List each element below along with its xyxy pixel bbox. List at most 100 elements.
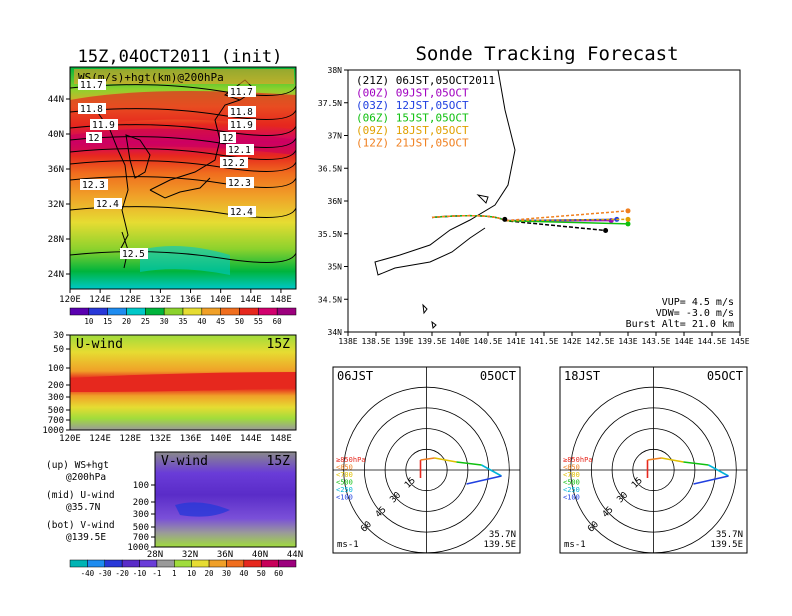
- contour-label: 12.3: [228, 178, 251, 189]
- hodo-trace-segment: [683, 461, 709, 466]
- hodo-unit: ms-1: [564, 540, 586, 550]
- vwind-x-tick-label: 36N: [217, 550, 233, 560]
- uwind-y-tick-label: 700: [48, 416, 64, 426]
- contour-label: 12.3: [82, 180, 105, 191]
- track-endpoint: [625, 208, 631, 214]
- track-legend-entry: (09Z) 18JST,05OCT: [356, 124, 469, 137]
- vwind-core: [175, 502, 230, 517]
- height-contour: [69, 160, 297, 172]
- colorbar-swatch: [139, 559, 158, 568]
- vwind-y-tick-label: 300: [133, 510, 149, 520]
- contour-label: 12.4: [230, 207, 253, 218]
- colorbar-label: 60: [274, 569, 284, 578]
- contour-label-bg: [228, 106, 256, 117]
- map-x-tick-label: 136E: [180, 295, 202, 305]
- left-title: 15Z,04OCT2011 (init): [78, 47, 283, 67]
- track-param: VDW= -3.0 m/s: [656, 308, 734, 319]
- contour-label: 12.5: [122, 249, 145, 260]
- contour-labels: 11.711.711.8 11.811.9 11.912 1212.112.212.3…: [78, 79, 256, 260]
- vwind-time: 15Z: [267, 454, 291, 469]
- contour-label: 12: [88, 133, 99, 144]
- map-y-tick-label: 32N: [48, 200, 64, 210]
- contour-label: 12.4: [96, 199, 119, 210]
- hodo-level-label: <250: [336, 486, 353, 494]
- height-contour: [69, 148, 297, 160]
- colorbar-label: 30: [222, 569, 232, 578]
- colorbar-swatch: [191, 559, 210, 568]
- coastline-island-b: [431, 320, 437, 330]
- coastline-korea: [125, 134, 151, 179]
- contour-label-bg: [80, 179, 108, 190]
- colorbar-swatch: [104, 559, 123, 568]
- colorbar-label: -40: [81, 569, 95, 578]
- track-start: [502, 216, 508, 222]
- colorbar-label: 55: [254, 317, 263, 326]
- uwind-y-tick-label: 30: [53, 331, 64, 341]
- hodo-level-label: <500: [336, 479, 353, 487]
- colorbar-label: 10: [84, 317, 94, 326]
- colorbar-label: 25: [141, 317, 150, 326]
- map-x-ticks: 120E 124E 128E 132E 136E 140E 144E 148E: [59, 289, 292, 305]
- vwind-y-tick-label: 100: [133, 481, 149, 491]
- hodo-trace-segment: [661, 457, 684, 463]
- low-speed-patch: [140, 246, 230, 275]
- colorbar-swatch: [126, 307, 146, 316]
- track-legend-entry: (21Z) 06JST,05OCT2011: [356, 74, 495, 87]
- track-y-tick-label: 35N: [328, 263, 343, 272]
- panel-note-sub: @200hPa: [66, 472, 106, 483]
- colorbar-label: 20: [122, 317, 132, 326]
- track-y-tick-label: 34.5N: [318, 295, 342, 304]
- hodo-level-label: <500: [563, 479, 580, 487]
- track-legend-entry: (03Z) 12JST,05OCT: [356, 99, 469, 112]
- height-contour: [69, 176, 297, 188]
- map-frame: [69, 66, 297, 290]
- colorbar-label: 35: [178, 317, 187, 326]
- contour-label-bg: [94, 198, 122, 209]
- panel-note-line: (up) WS+hgt: [46, 460, 109, 471]
- track-lines: [431, 208, 631, 233]
- track-x-tick-label: 144.5E: [698, 337, 727, 346]
- colorbar-label: 60: [273, 317, 283, 326]
- hodo-pos-lat: 35.7N: [716, 530, 743, 540]
- height-contour: [69, 108, 297, 120]
- hodo-level-label: ≥850hPa: [563, 456, 593, 464]
- contour-label-bg: [78, 103, 106, 114]
- main-title: Sonde Tracking Forecast: [415, 43, 678, 65]
- hodo-trace-segment: [647, 457, 662, 461]
- track-legend-entry: (12Z) 21JST,05OCT: [356, 137, 469, 150]
- track-x-tick-label: 138.5E: [362, 337, 391, 346]
- height-contour: [69, 251, 297, 263]
- map-x-tick-label: 144E: [240, 295, 262, 305]
- vwind-y-tick-label: 200: [133, 498, 149, 508]
- hodo-level-label: <100: [336, 494, 353, 502]
- contour-label-bg: [90, 119, 118, 130]
- track-y-tick-label: 35.5N: [318, 230, 342, 239]
- coastline-mainland: [95, 109, 129, 251]
- track-x-tick-label: 142.5E: [586, 337, 615, 346]
- hodo-level-label: <100: [563, 494, 580, 502]
- map-y-tick-label: 40N: [48, 130, 64, 140]
- contour-label: 12.1: [228, 145, 251, 156]
- track-y-tick-label: 36N: [328, 197, 343, 206]
- map-x-tick-label: 132E: [150, 295, 172, 305]
- uwind-y-tick-label: 200: [48, 381, 64, 391]
- map-y-tick-label: 44N: [48, 95, 64, 105]
- track-frame: [347, 69, 741, 333]
- map-label-bg: [74, 69, 294, 84]
- contour-label: 11.7: [230, 87, 253, 98]
- map-x-tick-label: 124E: [89, 295, 111, 305]
- colorbar-swatch: [121, 559, 140, 568]
- track-x-tick-label: 141E: [506, 337, 525, 346]
- colorbar-label: 30: [160, 317, 170, 326]
- colorbar-swatch: [163, 307, 184, 316]
- vwind-x-tick-label: 28N: [147, 550, 163, 560]
- panel-note-line: (mid) U-wind: [46, 490, 115, 501]
- colorbar-label: 20: [205, 569, 215, 578]
- uwind-x-tick-label: 148E: [270, 434, 292, 444]
- contour-label-bg: [226, 177, 254, 188]
- uwind-y-tick-label: 300: [48, 393, 64, 403]
- vwind-y-tick-label: 500: [133, 523, 149, 533]
